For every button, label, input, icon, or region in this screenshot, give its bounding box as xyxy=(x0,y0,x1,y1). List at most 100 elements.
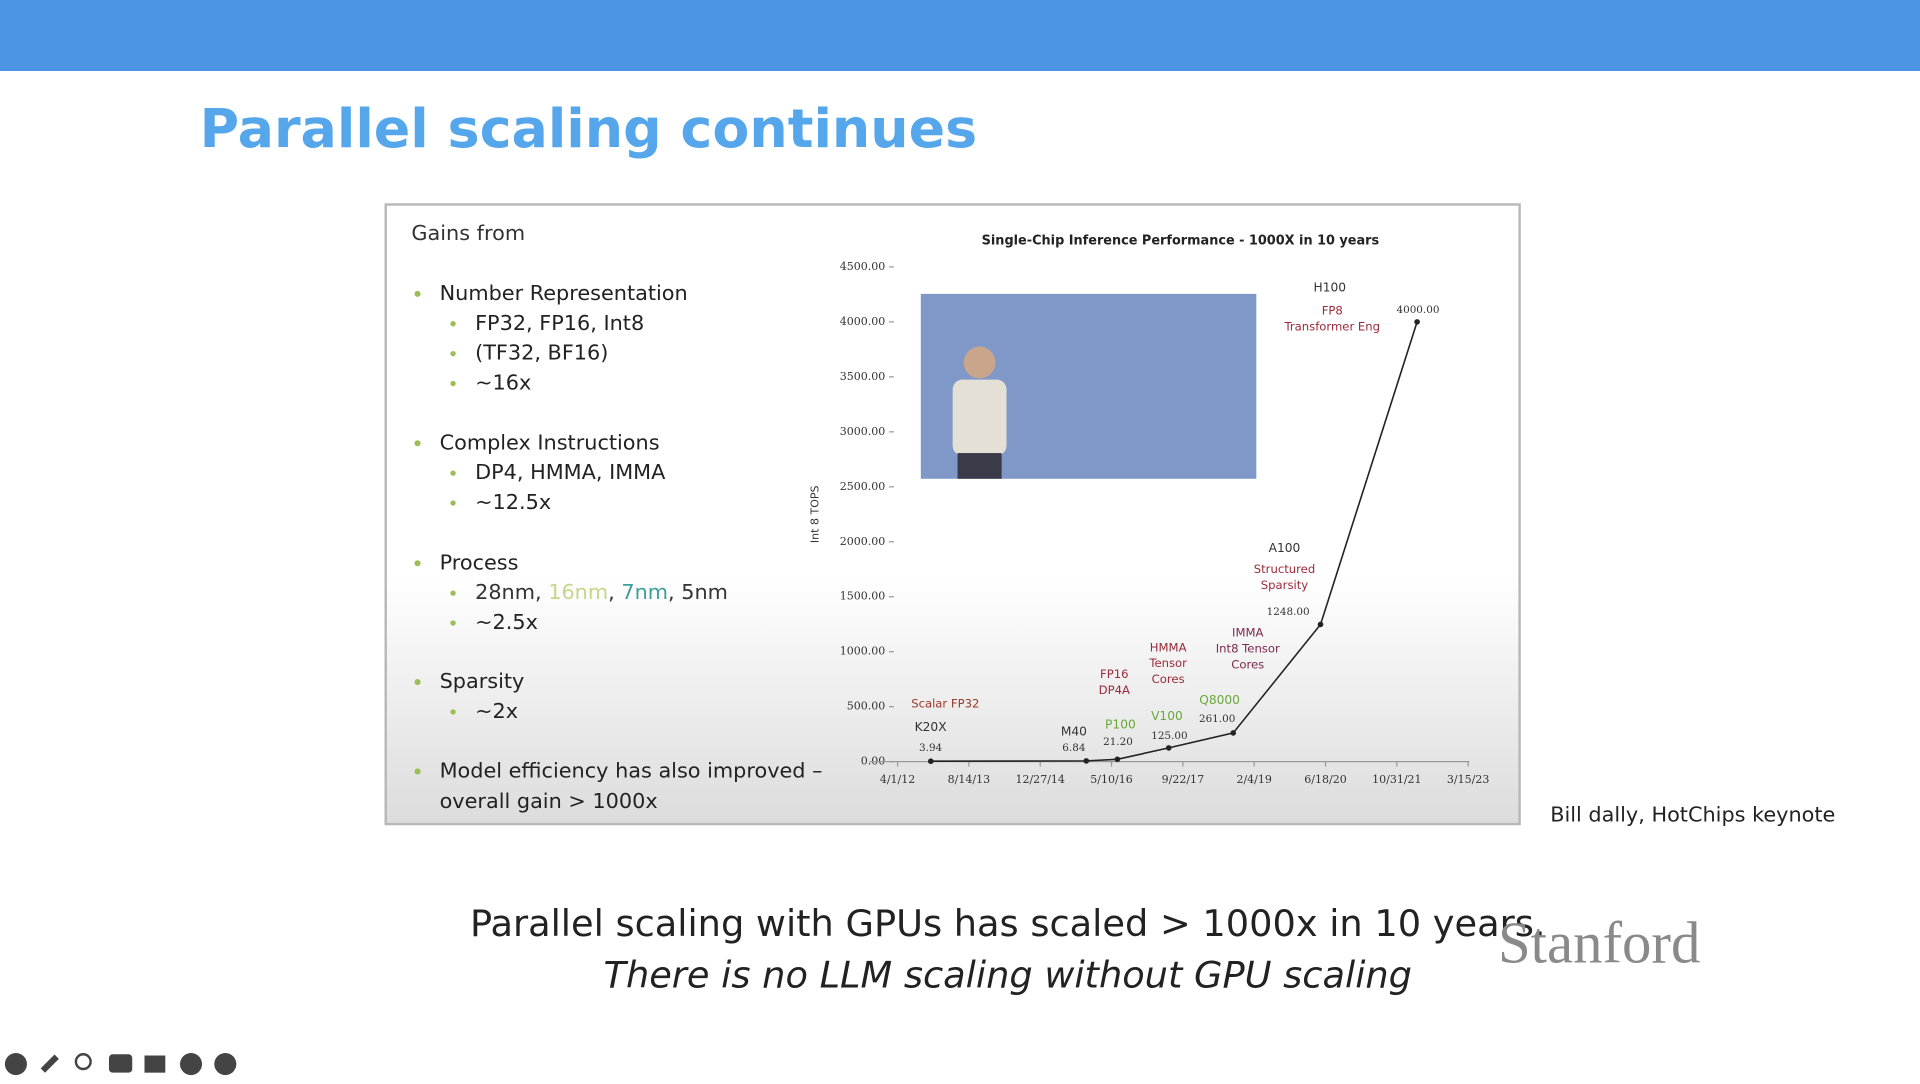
bullet-text: Complex Instructions xyxy=(440,430,660,454)
sub-bullet-text: ~2.5x xyxy=(475,610,538,634)
x-tick-label: 3/15/23 xyxy=(1447,773,1489,786)
sub-bullet-dot xyxy=(450,590,456,596)
footer-line: Parallel scaling with GPUs has scaled > … xyxy=(470,902,1546,945)
sub-bullet-dot xyxy=(450,321,456,327)
point-label: K20X xyxy=(915,720,947,734)
bullet-text: Process xyxy=(440,550,519,574)
chart-title: Single-Chip Inference Performance - 1000… xyxy=(982,234,1380,249)
point-label: Q8000 xyxy=(1199,693,1240,707)
y-tick-label: 3500.00 xyxy=(840,370,886,383)
x-tick-label: 8/14/13 xyxy=(948,773,990,786)
value-label: 261.00 xyxy=(1199,713,1235,725)
bullet-text: overall gain > 1000x xyxy=(440,789,658,813)
camera-button[interactable] xyxy=(144,1055,166,1073)
cc-button[interactable] xyxy=(108,1054,133,1073)
data-point xyxy=(1083,758,1090,764)
annotation: Transformer Eng xyxy=(1283,319,1380,333)
annotation: Sparsity xyxy=(1261,578,1309,592)
annotation: Tensor xyxy=(1148,656,1187,670)
slide-title: Parallel scaling continues xyxy=(200,97,978,160)
sub-bullet-dot xyxy=(450,709,456,715)
sub-bullet-text: FP32, FP16, Int8 xyxy=(475,311,644,335)
toolbar xyxy=(4,1053,237,1076)
x-tick-label: 2/4/19 xyxy=(1236,773,1271,786)
panel-heading: Gains from xyxy=(411,221,525,245)
y-tick-label: 2500.00 xyxy=(840,480,886,493)
point-label: A100 xyxy=(1269,541,1301,555)
text-part: 16nm xyxy=(548,580,608,604)
pen-button[interactable] xyxy=(40,1054,59,1073)
annotation: Cores xyxy=(1231,657,1264,671)
y-axis-label: Int 8 TOPS xyxy=(809,485,822,543)
data-point xyxy=(1414,319,1420,325)
point-label: V100 xyxy=(1151,709,1183,723)
x-tick-label: 5/10/16 xyxy=(1090,773,1132,786)
sub-bullet-dot xyxy=(450,470,456,476)
bullet-text: Model efficiency has also improved – xyxy=(440,758,823,782)
x-tick-label: 9/22/17 xyxy=(1162,773,1204,786)
footer-line: There is no LLM scaling without GPU scal… xyxy=(604,954,1412,997)
y-tick-label: 1500.00 xyxy=(840,590,886,603)
bullet-dot xyxy=(414,440,421,447)
sub-bullet-dot xyxy=(450,350,456,357)
bullet-dot xyxy=(414,768,421,775)
annotation: Cores xyxy=(1152,672,1185,686)
x-tick-label: 12/27/14 xyxy=(1015,773,1064,786)
x-tick-label: 10/31/21 xyxy=(1372,773,1421,786)
bullet-text: Number Representation xyxy=(440,281,688,305)
value-label: 4000.00 xyxy=(1396,304,1439,316)
y-tick-label: 3000.00 xyxy=(840,425,886,438)
x-tick-label: 4/1/12 xyxy=(880,773,915,786)
text-part: 28nm, xyxy=(475,580,548,604)
annotation: Int8 Tensor xyxy=(1216,641,1280,655)
data-point xyxy=(1165,745,1172,751)
value-label: 125.00 xyxy=(1151,730,1187,742)
bullet-dot xyxy=(414,290,421,297)
sub-bullet-text: 28nm, 16nm, 7nm, 5nm xyxy=(475,580,728,604)
x-tick-label: 6/18/20 xyxy=(1304,773,1346,786)
y-tick-label: 500.00 xyxy=(847,700,886,713)
bullet-dot xyxy=(414,678,421,686)
data-point xyxy=(1317,621,1324,628)
annotation: FP16 xyxy=(1100,667,1129,681)
zoom-button[interactable] xyxy=(74,1053,92,1071)
top-bar xyxy=(0,0,1920,72)
annotation: DP4A xyxy=(1099,683,1130,697)
text-part: , xyxy=(608,580,621,604)
next-button[interactable] xyxy=(214,1053,237,1076)
y-tick-label: 4000.00 xyxy=(840,315,886,328)
logo: Stanford xyxy=(1498,910,1700,975)
bullet-dot xyxy=(414,560,421,567)
data-point xyxy=(927,758,934,765)
bullet-text: Sparsity xyxy=(440,669,525,693)
annotation: Structured xyxy=(1254,562,1315,576)
sub-bullet-text: ~2x xyxy=(475,699,518,723)
more-button[interactable] xyxy=(180,1053,203,1076)
point-label: P100 xyxy=(1105,717,1136,731)
y-tick-label: 4500.00 xyxy=(840,260,886,273)
point-label: M40 xyxy=(1061,725,1087,739)
point-label: H100 xyxy=(1314,280,1347,294)
speaker-video xyxy=(920,293,1257,479)
annotation: Scalar FP32 xyxy=(911,697,979,711)
prev-button[interactable] xyxy=(4,1053,27,1076)
sub-bullet-dot xyxy=(450,380,456,387)
annotation: IMMA xyxy=(1232,626,1263,640)
annotation: FP8 xyxy=(1322,304,1343,318)
sub-bullet-text: ~12.5x xyxy=(475,490,551,514)
value-label: 3.94 xyxy=(919,742,943,754)
y-tick-label: 2000.00 xyxy=(840,535,886,548)
source-caption: Bill dally, HotChips keynote xyxy=(1550,803,1835,827)
annotation: HMMA xyxy=(1150,640,1187,654)
sub-bullet-dot xyxy=(450,500,456,506)
data-point xyxy=(1114,756,1121,763)
y-tick-label: 1000.00 xyxy=(840,645,886,658)
sub-bullet-text: (TF32, BF16) xyxy=(475,341,608,365)
data-point xyxy=(1230,730,1237,736)
value-label: 6.84 xyxy=(1062,742,1086,754)
value-label: 21.20 xyxy=(1103,736,1133,748)
value-label: 1248.00 xyxy=(1267,606,1310,618)
sub-bullet-dot xyxy=(450,620,456,626)
